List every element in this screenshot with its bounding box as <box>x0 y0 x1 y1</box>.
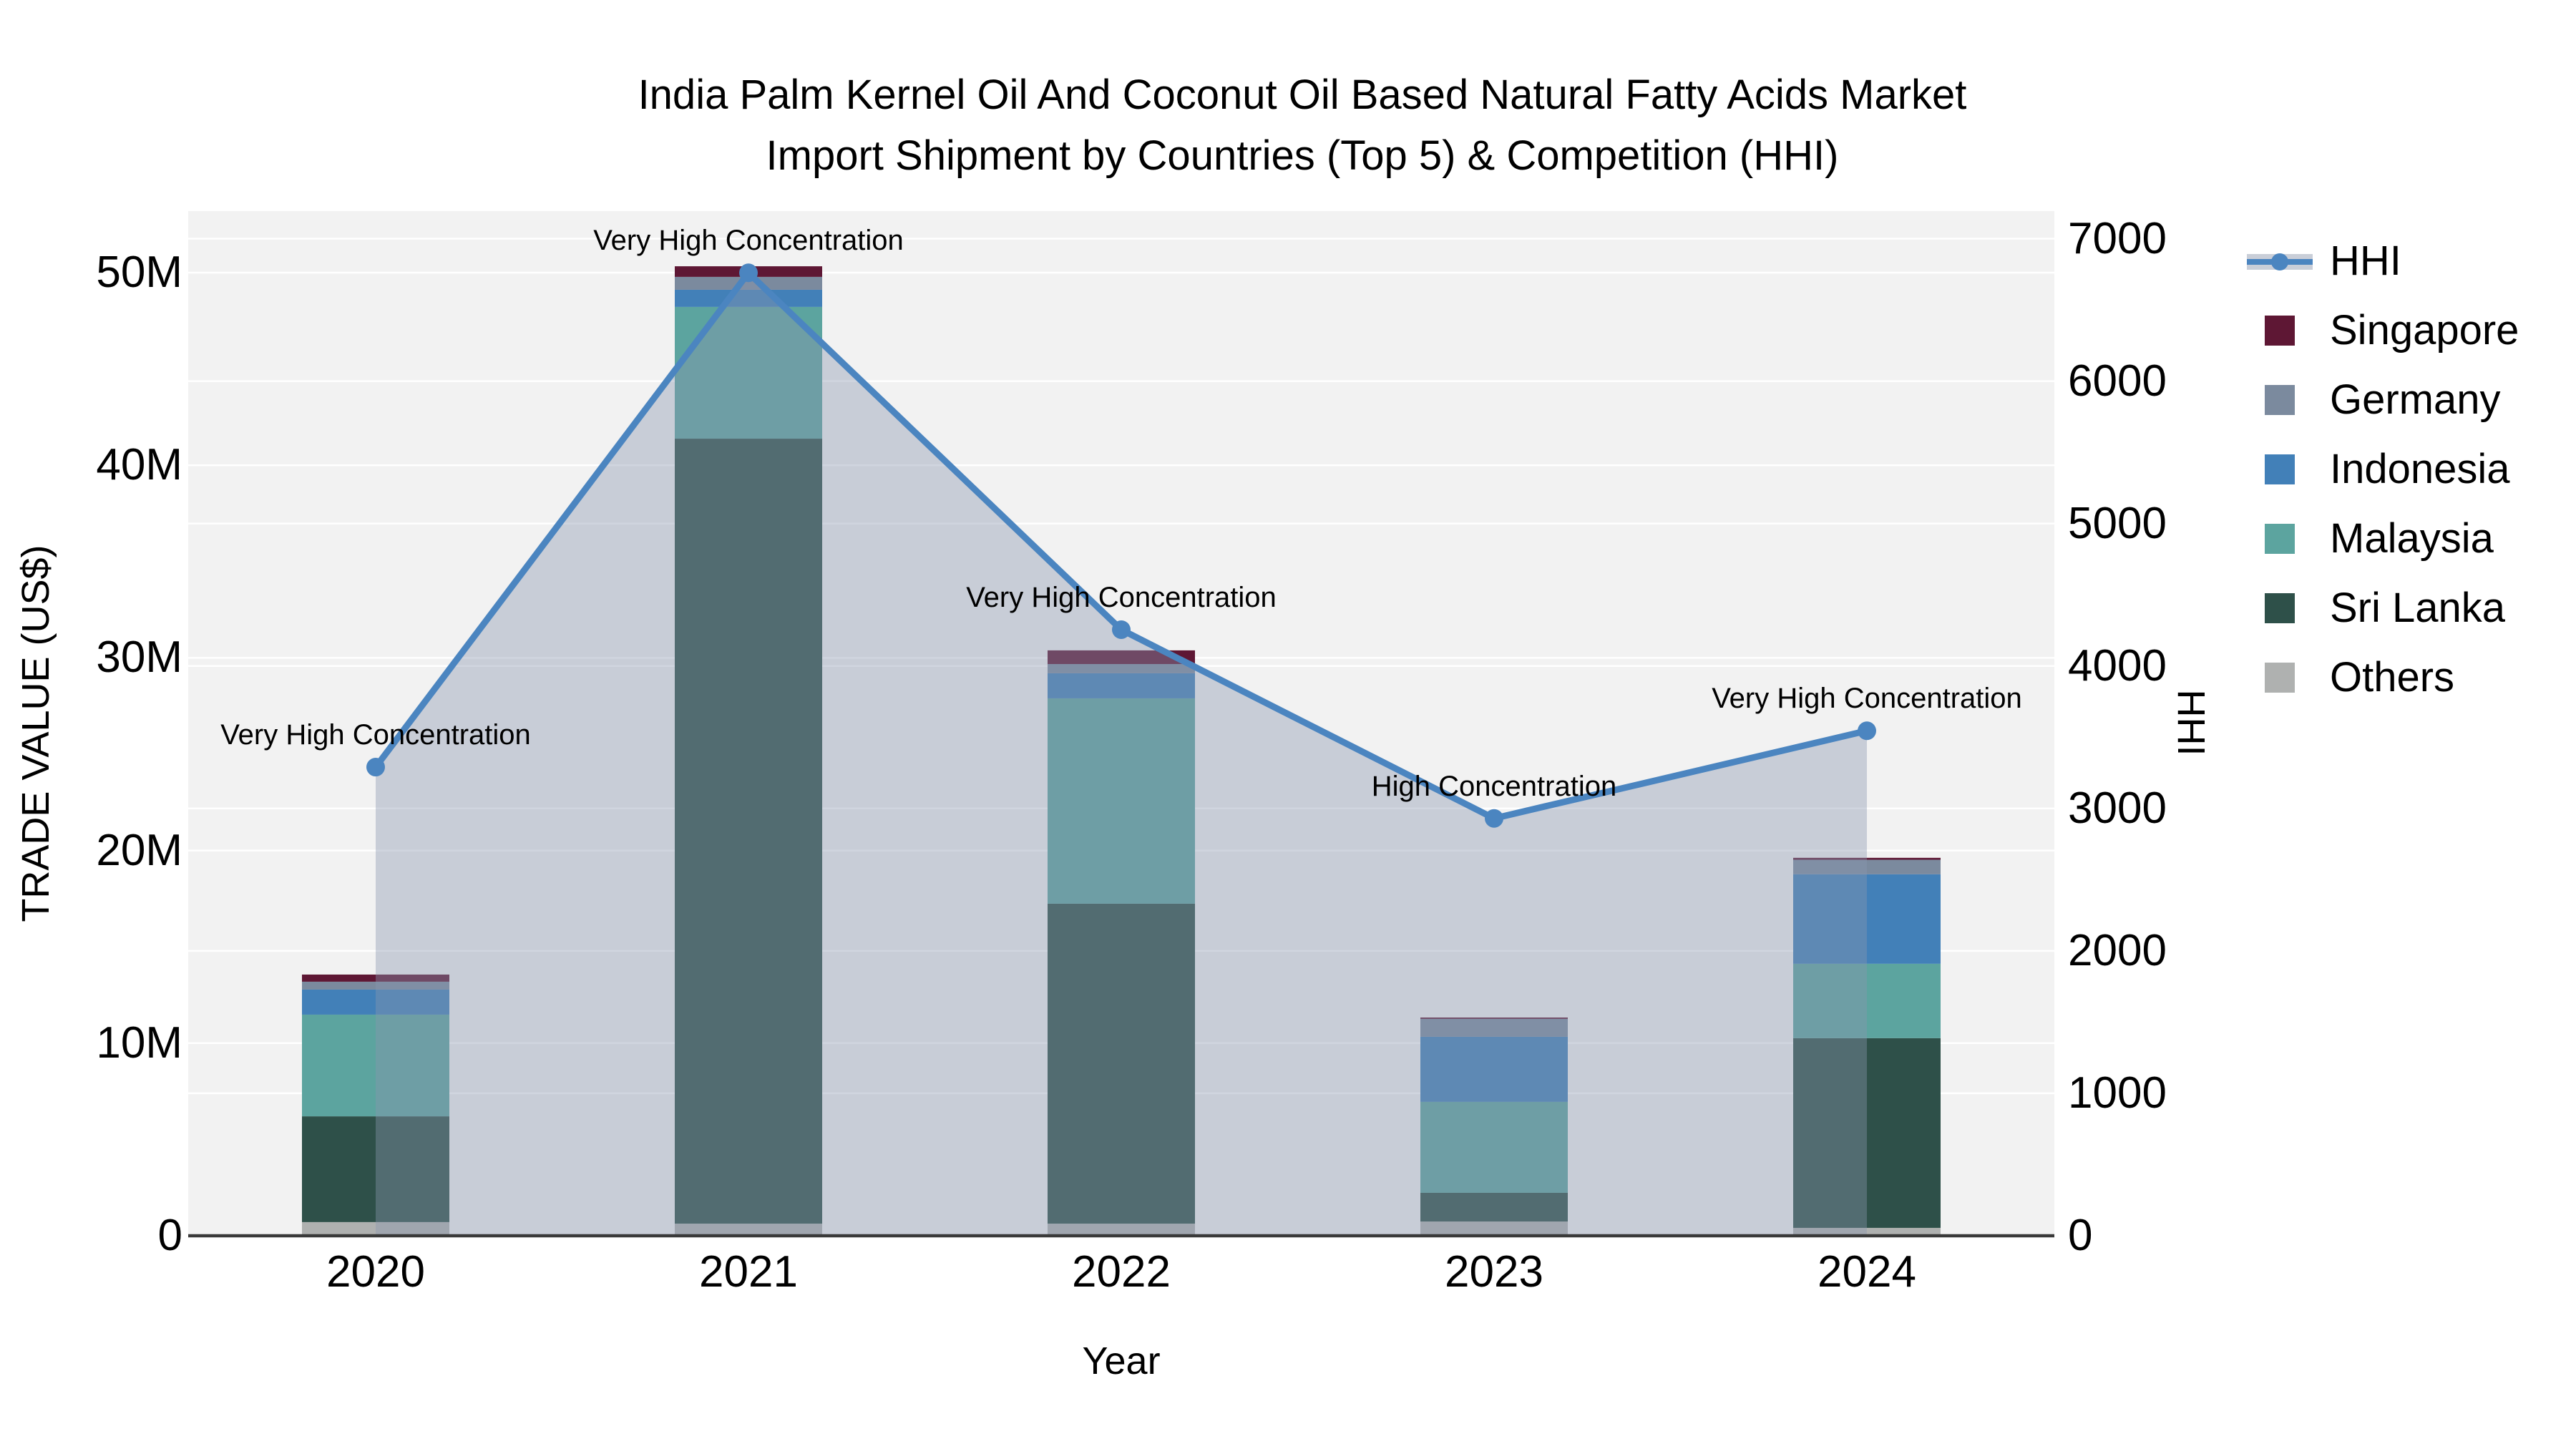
x-tick-2022: 2022 <box>1072 1247 1171 1297</box>
legend-item-sri-lanka: Sri Lanka <box>2247 582 2505 634</box>
bar-segment-2022-indonesia <box>1048 673 1195 698</box>
y-right-tick-5000: 5000 <box>2068 498 2167 548</box>
bar-segment-2023-malaysia <box>1420 1101 1568 1193</box>
bar-segment-2020-germany <box>302 981 449 990</box>
y-left-tick-40M: 40M <box>96 440 182 490</box>
y-left-tick-30M: 30M <box>96 633 182 683</box>
legend-swatch-malaysia <box>2247 513 2313 565</box>
bar-segment-2023-germany <box>1420 1018 1568 1037</box>
color-swatch-icon <box>2265 454 2295 484</box>
bar-segment-2024-indonesia <box>1793 874 1941 964</box>
bar-segment-2021-sri-lanka <box>675 439 822 1224</box>
bar-segment-2022-sri-lanka <box>1048 903 1195 1224</box>
bar-segment-2023-sri-lanka <box>1420 1192 1568 1222</box>
hhi-marker-2020 <box>366 758 385 777</box>
y-right-tick-6000: 6000 <box>2068 356 2167 406</box>
bar-segment-2024-singapore <box>1793 857 1941 860</box>
color-swatch-icon <box>2265 663 2295 693</box>
bar-segment-2023-indonesia <box>1420 1036 1568 1102</box>
legend-label-sri-lanka: Sri Lanka <box>2330 585 2506 631</box>
bar-segment-2020-indonesia <box>302 989 449 1015</box>
x-axis-label: Year <box>1082 1340 1161 1382</box>
bar-segment-2024-germany <box>1793 859 1941 874</box>
y-right-tick-7000: 7000 <box>2068 213 2167 263</box>
hhi-line-icon <box>2247 235 2313 287</box>
y-right-tick-3000: 3000 <box>2068 783 2167 833</box>
legend-swatch-others <box>2247 652 2313 703</box>
annotation-2022: Very High Concentration <box>966 581 1277 613</box>
hhi-marker-2022 <box>1112 620 1131 639</box>
bar-segment-2020-singapore <box>302 974 449 982</box>
color-swatch-icon <box>2265 524 2295 554</box>
bar-segment-2022-singapore <box>1048 650 1195 665</box>
bar-segment-2021-indonesia <box>675 289 822 307</box>
x-tick-2024: 2024 <box>1818 1247 1916 1297</box>
legend-item-germany: Germany <box>2247 374 2501 426</box>
bar-segment-2022-germany <box>1048 664 1195 673</box>
bar-segment-2020-others <box>302 1221 449 1236</box>
hhi-marker-2024 <box>1858 721 1876 741</box>
chart-title-line2: Import Shipment by Countries (Top 5) & C… <box>766 132 1839 179</box>
color-swatch-icon <box>2265 385 2295 415</box>
legend-item-hhi: HHI <box>2247 235 2401 287</box>
hhi-marker-2023 <box>1485 809 1503 828</box>
color-swatch-icon <box>2265 316 2295 346</box>
bar-segment-2024-others <box>1793 1227 1941 1236</box>
chart-title-line1: India Palm Kernel Oil And Coconut Oil Ba… <box>638 72 1967 118</box>
y-left-tick-10M: 10M <box>96 1018 182 1068</box>
legend-item-indonesia: Indonesia <box>2247 444 2510 495</box>
annotation-2021: Very High Concentration <box>593 225 904 257</box>
x-tick-2021: 2021 <box>699 1247 798 1297</box>
legend-item-others: Others <box>2247 652 2454 703</box>
y-left-tick-0: 0 <box>157 1211 182 1260</box>
legend-label-others: Others <box>2330 654 2455 701</box>
bar-segment-2020-malaysia <box>302 1014 449 1117</box>
legend-swatch-singapore <box>2247 305 2313 356</box>
legend-swatch-germany <box>2247 374 2313 426</box>
legend-swatch-indonesia <box>2247 444 2313 495</box>
legend-hhi-line-swatch <box>2247 235 2313 287</box>
legend-item-malaysia: Malaysia <box>2247 513 2494 565</box>
bar-segment-2024-sri-lanka <box>1793 1038 1941 1228</box>
bar-segment-2022-malaysia <box>1048 698 1195 904</box>
legend-label-singapore: Singapore <box>2330 307 2519 353</box>
y-left-tick-50M: 50M <box>96 248 182 297</box>
bar-segment-2021-malaysia <box>675 306 822 439</box>
legend-item-singapore: Singapore <box>2247 305 2519 356</box>
y-right-tick-1000: 1000 <box>2068 1068 2167 1118</box>
x-tick-2020: 2020 <box>326 1247 425 1297</box>
y-right-tick-4000: 4000 <box>2068 640 2167 691</box>
y-right-tick-0: 0 <box>2068 1211 2093 1260</box>
bar-segment-2021-others <box>675 1224 822 1236</box>
legend-swatch-sri-lanka <box>2247 582 2313 634</box>
hhi-marker-2021 <box>739 263 758 283</box>
legend-label-hhi: HHI <box>2330 238 2401 284</box>
bar-segment-2021-germany <box>675 276 822 290</box>
bar-segment-2022-others <box>1048 1224 1195 1236</box>
legend-label-germany: Germany <box>2330 376 2501 423</box>
bar-segment-2023-others <box>1420 1221 1568 1236</box>
legend-label-indonesia: Indonesia <box>2330 446 2510 492</box>
y-axis-label-left: TRADE VALUE (US$) <box>14 545 57 922</box>
bar-segment-2024-malaysia <box>1793 963 1941 1038</box>
annotation-2024: Very High Concentration <box>1712 683 2022 715</box>
y-right-tick-2000: 2000 <box>2068 925 2167 975</box>
y-left-tick-20M: 20M <box>96 825 182 875</box>
annotation-2023: High Concentration <box>1371 770 1617 802</box>
bar-segment-2020-sri-lanka <box>302 1116 449 1222</box>
hhi-area-fill <box>376 273 1867 1236</box>
bar-segment-2023-singapore <box>1420 1017 1568 1019</box>
annotation-2020: Very High Concentration <box>220 719 531 751</box>
x-tick-2023: 2023 <box>1445 1247 1543 1297</box>
color-swatch-icon <box>2265 593 2295 623</box>
legend-label-malaysia: Malaysia <box>2330 515 2494 562</box>
